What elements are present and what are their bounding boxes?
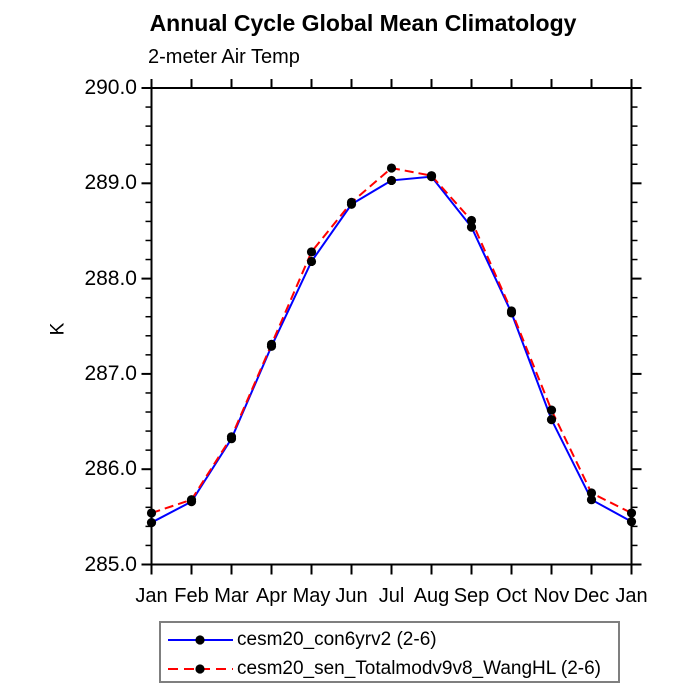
legend-marker-dot-icon <box>195 663 205 674</box>
legend-label-series-0: cesm20_con6yrv2 (2-6) <box>237 628 437 650</box>
y-tick-label: 285.0 <box>84 552 137 576</box>
data-point-series-1 <box>506 306 517 316</box>
data-point-series-1 <box>306 247 317 257</box>
legend-sample-solid <box>168 634 233 645</box>
legend-sample-dashed <box>168 663 233 674</box>
data-point-series-1 <box>266 339 277 349</box>
data-point-series-0 <box>626 517 637 527</box>
data-point-series-1 <box>626 508 637 518</box>
data-point-series-1 <box>426 171 437 181</box>
data-point-series-0 <box>546 415 557 425</box>
x-tick-label: Jan <box>615 585 648 607</box>
x-tick-label: Aug <box>413 585 450 607</box>
y-tick-label: 286.0 <box>84 457 137 481</box>
y-tick-label: 287.0 <box>84 361 137 385</box>
data-point-series-1 <box>586 488 597 498</box>
series-line-1 <box>151 166 632 514</box>
data-point-series-0 <box>386 175 397 186</box>
data-point-series-1 <box>226 432 237 442</box>
legend-label-series-1: cesm20_sen_Totalmodv9v8_WangHL (2-6) <box>237 657 601 679</box>
data-point-series-1 <box>346 197 357 207</box>
x-tick-label: Jul <box>378 585 405 607</box>
chart-title: Annual Cycle Global Mean Climatology <box>149 10 577 36</box>
x-tick-label: Nov <box>533 585 570 607</box>
legend: cesm20_con6yrv2 (2-6) cesm20_sen_Totalmo… <box>159 621 620 683</box>
data-point-series-1 <box>186 495 197 505</box>
data-point-series-1 <box>146 508 157 518</box>
data-point-series-0 <box>586 495 597 505</box>
x-tick-label: Feb <box>174 585 209 607</box>
x-tick-label: Jan <box>135 585 168 607</box>
data-point-series-1 <box>466 215 477 226</box>
data-point-series-1 <box>386 163 397 173</box>
x-tick-label: Mar <box>214 585 249 607</box>
y-tick-label: 288.0 <box>84 266 137 290</box>
y-tick-label: 290.0 <box>84 76 137 99</box>
data-point-series-1 <box>546 405 557 415</box>
x-tick-label: Sep <box>453 585 490 607</box>
series-line-0 <box>151 175 632 524</box>
y-tick-label: 289.0 <box>84 171 137 195</box>
legend-entry-series-0: cesm20_con6yrv2 (2-6) <box>167 625 618 654</box>
x-tick-label: Dec <box>573 585 610 607</box>
legend-entry-series-1: cesm20_sen_Totalmodv9v8_WangHL (2-6) <box>167 654 618 683</box>
x-tick-label: Oct <box>495 585 528 607</box>
x-tick-label: Jun <box>335 585 368 607</box>
data-point-series-0 <box>466 222 477 232</box>
x-tick-label: Apr <box>255 585 288 607</box>
data-point-series-0 <box>306 256 317 267</box>
x-tick-label: May <box>292 585 331 607</box>
legend-marker-dot-icon <box>195 634 205 645</box>
chart-subtitle: 2-meter Air Temp <box>148 46 300 68</box>
plot-frame <box>150 87 633 566</box>
data-point-series-0 <box>146 517 157 528</box>
